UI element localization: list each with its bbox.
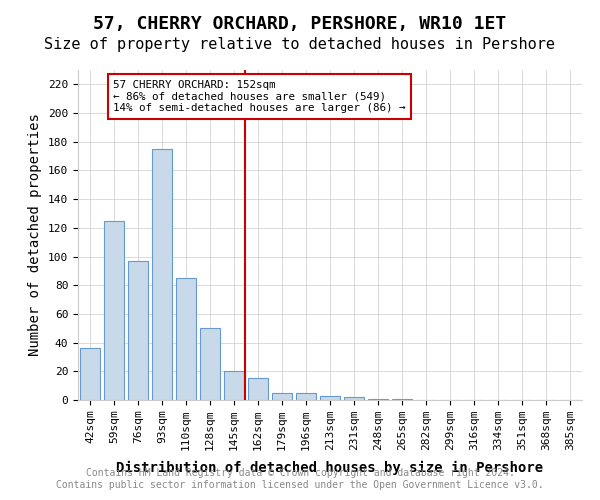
Bar: [80, 348, 100, 400]
Bar: [344, 397, 364, 400]
Bar: [392, 398, 412, 400]
Y-axis label: Number of detached properties: Number of detached properties: [28, 114, 43, 356]
Bar: [176, 278, 196, 400]
Text: Size of property relative to detached houses in Pershore: Size of property relative to detached ho…: [44, 38, 556, 52]
Bar: [104, 220, 124, 400]
X-axis label: Distribution of detached houses by size in Pershore: Distribution of detached houses by size …: [116, 462, 544, 475]
Bar: [320, 396, 340, 400]
Bar: [272, 393, 292, 400]
Bar: [152, 149, 172, 400]
Bar: [248, 378, 268, 400]
Text: 57, CHERRY ORCHARD, PERSHORE, WR10 1ET: 57, CHERRY ORCHARD, PERSHORE, WR10 1ET: [94, 15, 506, 33]
Bar: [128, 261, 148, 400]
Text: 57 CHERRY ORCHARD: 152sqm
← 86% of detached houses are smaller (549)
14% of semi: 57 CHERRY ORCHARD: 152sqm ← 86% of detac…: [113, 80, 406, 113]
Bar: [224, 372, 244, 400]
Bar: [200, 328, 220, 400]
Bar: [296, 393, 316, 400]
Text: Contains HM Land Registry data © Crown copyright and database right 2024.
Contai: Contains HM Land Registry data © Crown c…: [56, 468, 544, 490]
Bar: [368, 398, 388, 400]
